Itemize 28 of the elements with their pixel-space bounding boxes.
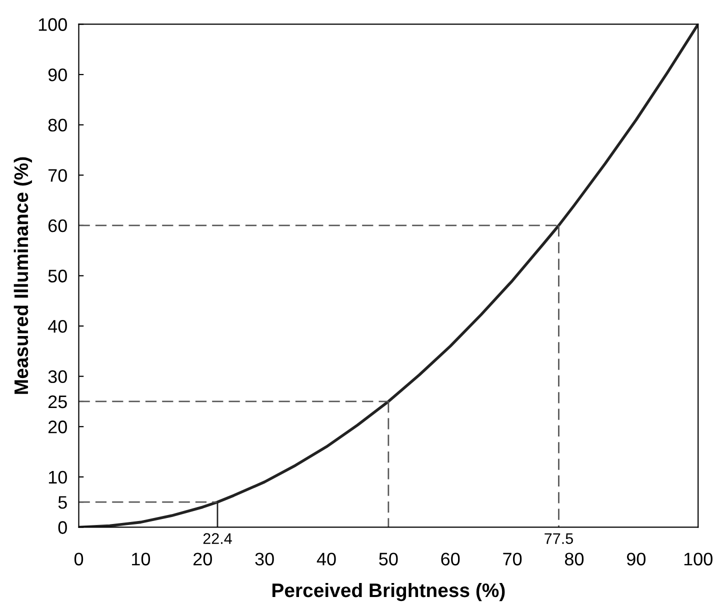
y-tick-label: 10 bbox=[48, 470, 67, 484]
y-tick-label: 80 bbox=[48, 118, 67, 132]
y-tick-label: 20 bbox=[48, 420, 67, 434]
y-tick-label: 30 bbox=[48, 370, 67, 384]
x-tick-label: 40 bbox=[316, 552, 336, 566]
y-tick-label: 25 bbox=[48, 395, 67, 408]
x-tick-label: 0 bbox=[74, 552, 84, 566]
y-tick-label: 0 bbox=[58, 521, 67, 534]
x-axis-title: Perceived Brightness (%) bbox=[272, 582, 505, 602]
x-tick-label: 100 bbox=[684, 552, 712, 566]
x-tick-label: 80 bbox=[564, 552, 584, 566]
y-tick-label: 40 bbox=[48, 320, 67, 333]
y-tick-label: 70 bbox=[48, 169, 67, 182]
y-tick-label: 60 bbox=[48, 219, 67, 232]
x-tick-label: 30 bbox=[255, 552, 274, 566]
x-tick-label: 10 bbox=[132, 552, 150, 566]
annotation: 22.4 bbox=[203, 533, 232, 544]
y-tick-label: 50 bbox=[48, 270, 67, 282]
y-tick-label: 100 bbox=[38, 18, 67, 31]
annotation: 77.5 bbox=[544, 533, 573, 544]
y-tick-label: 5 bbox=[58, 496, 67, 509]
y-axis-title: Measured Illuminance (%) bbox=[14, 157, 32, 394]
x-tick-label: 70 bbox=[503, 552, 522, 566]
x-tick-label: 50 bbox=[379, 552, 398, 566]
x-tick-label: 20 bbox=[193, 552, 212, 566]
x-tick-label: 60 bbox=[441, 552, 460, 566]
x-tick-label: 90 bbox=[626, 552, 646, 566]
y-tick-label: 90 bbox=[48, 68, 67, 82]
